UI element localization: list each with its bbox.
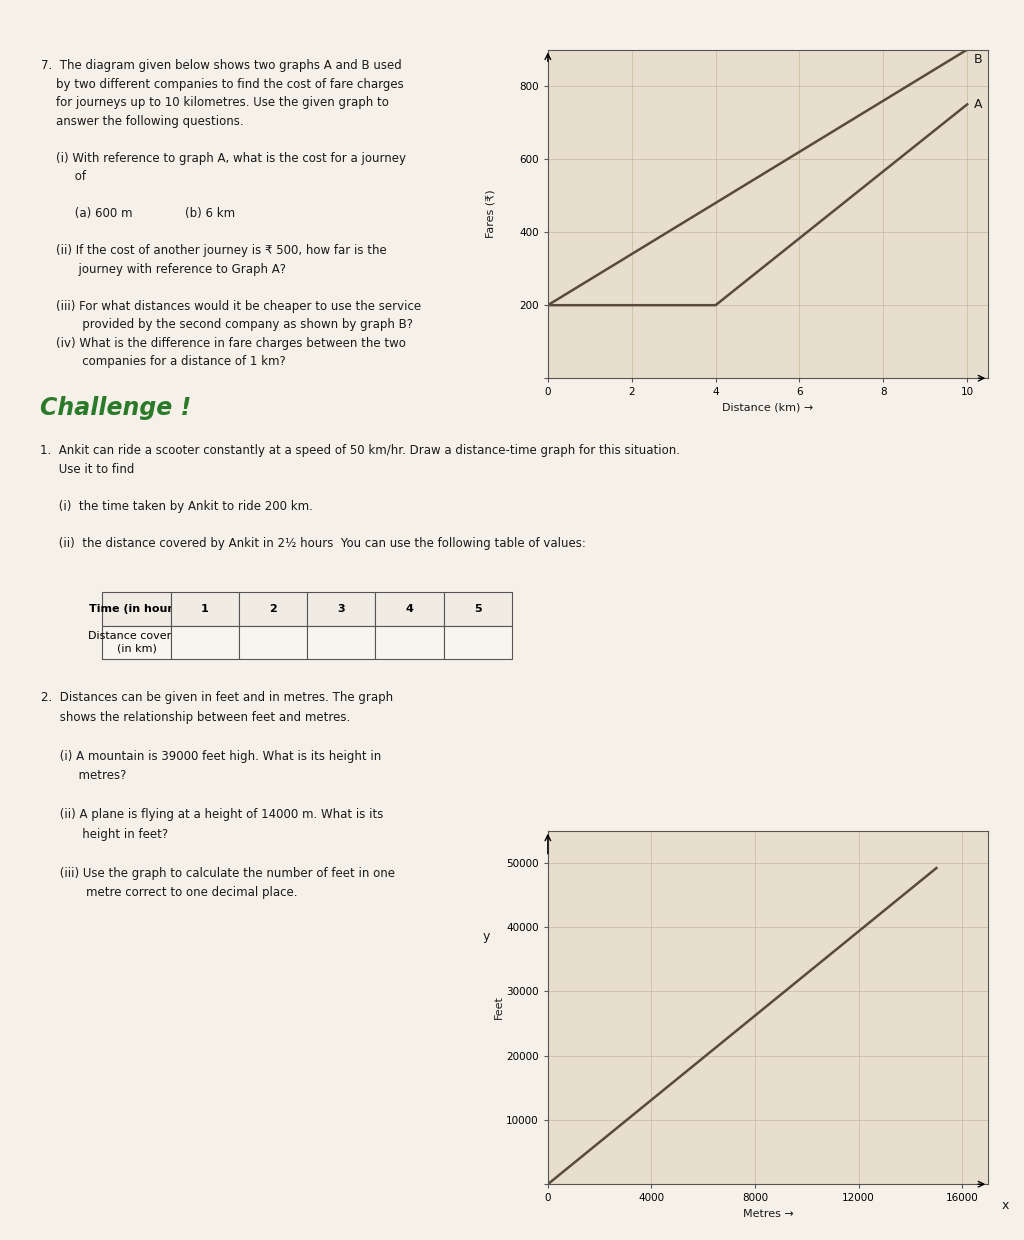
Text: x: x [1002, 1199, 1010, 1211]
Y-axis label: Fares (₹): Fares (₹) [485, 190, 495, 238]
Text: 2.  Distances can be given in feet and in metres. The graph
     shows the relat: 2. Distances can be given in feet and in… [41, 691, 395, 899]
Text: y: y [482, 930, 489, 944]
Text: B: B [974, 53, 982, 66]
Text: A: A [974, 98, 982, 110]
Text: 7.  The diagram given below shows two graphs A and B used
    by two different c: 7. The diagram given below shows two gra… [41, 60, 421, 368]
Text: Challenge !: Challenge ! [40, 397, 191, 420]
X-axis label: Metres →: Metres → [742, 1209, 794, 1219]
Text: 1.  Ankit can ride a scooter constantly at a speed of 50 km/hr. Draw a distance-: 1. Ankit can ride a scooter constantly a… [40, 444, 680, 549]
Y-axis label: Feet: Feet [494, 996, 504, 1019]
X-axis label: Distance (km) →: Distance (km) → [722, 403, 814, 413]
